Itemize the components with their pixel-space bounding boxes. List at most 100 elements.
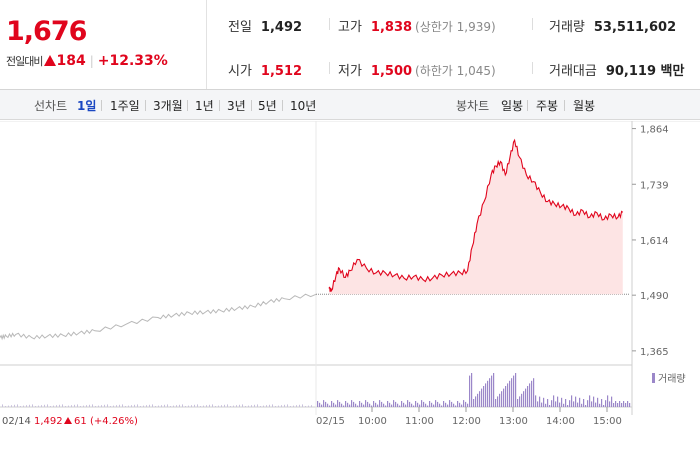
- high-label: 고가: [338, 20, 362, 35]
- price-chart[interactable]: 1,864 1,739 1,614 1,490 1,365 10:00 11:00 12:0…: [0, 121, 700, 450]
- volume-bar: [215, 406, 216, 407]
- stat-low: 저가 1,500 (하한가 1,045): [338, 60, 496, 79]
- volume-bar: [269, 404, 270, 407]
- period-10y[interactable]: 10년: [290, 99, 317, 113]
- volume-bar: [497, 396, 499, 407]
- volume-bar: [349, 404, 351, 407]
- volume-bar: [221, 405, 222, 407]
- volume-bar: [621, 403, 623, 407]
- volume-bar: [589, 395, 591, 407]
- volume-bar: [41, 405, 42, 407]
- candle-monthly[interactable]: 월봉: [573, 99, 596, 113]
- volume-bar: [333, 402, 335, 407]
- volume-bar: [373, 401, 375, 407]
- volume-bar: [281, 405, 282, 407]
- period-1d[interactable]: 1일: [77, 99, 97, 113]
- volume-bar: [613, 403, 615, 407]
- volume-bar: [179, 404, 180, 407]
- volume-bar: [505, 386, 507, 407]
- volume-bar: [363, 404, 365, 407]
- candle-daily[interactable]: 일봉: [501, 99, 524, 113]
- period-3m[interactable]: 3개월: [153, 99, 183, 113]
- volume-bar: [585, 405, 587, 407]
- volume-bar: [260, 406, 261, 407]
- volume-bar: [423, 401, 425, 407]
- period-3y[interactable]: 3년: [227, 99, 246, 113]
- volume-bar: [321, 404, 323, 407]
- volume-bar: [547, 399, 549, 407]
- volume-bar: [236, 405, 237, 407]
- volume-bar: [191, 405, 192, 407]
- volume-bar: [583, 399, 585, 407]
- prev-close-value: 1,492: [260, 20, 303, 35]
- volume-bar: [617, 403, 619, 407]
- price-area: [329, 140, 623, 295]
- volume-bar: [233, 405, 234, 407]
- volume-bar: [329, 405, 331, 407]
- volume-bar: [459, 402, 461, 407]
- today-area-fill: [329, 140, 623, 295]
- volume-bar: [347, 402, 349, 407]
- volume-bar: [499, 393, 501, 407]
- volume-bar: [419, 404, 421, 407]
- volume-bar: [383, 403, 385, 407]
- volume-bar: [80, 406, 81, 407]
- open-value: 1,512: [260, 64, 303, 79]
- lower-limit: (하한가 1,045): [415, 64, 496, 78]
- volume-bar: [379, 400, 381, 407]
- volume-bar: [393, 400, 395, 407]
- volume-bar: [531, 380, 533, 407]
- volume-bar: [116, 405, 117, 407]
- volume-bar: [495, 399, 497, 407]
- volume-bar: [173, 405, 174, 407]
- volume-bar: [218, 405, 219, 407]
- volume-bar: [248, 405, 249, 407]
- trade-value: 90,119 백만: [605, 64, 685, 79]
- volume-bar: [155, 406, 156, 407]
- volume-bar: [119, 404, 120, 407]
- volume-bar: [170, 406, 171, 407]
- candle-weekly[interactable]: 주봉: [536, 99, 559, 113]
- volume-bar: [473, 399, 475, 407]
- volume-bar: [209, 404, 210, 407]
- volume-bar: [413, 405, 415, 407]
- volume-bar: [437, 401, 439, 407]
- volume-bar: [477, 393, 479, 407]
- divider: [329, 62, 330, 74]
- volume-bar: [239, 404, 240, 407]
- volume-bar: [355, 403, 357, 407]
- time-axis: 10:00 11:00 12:00 13:00 14:00 15:00: [358, 407, 622, 427]
- volume-bar: [595, 402, 597, 407]
- volume-bar: [351, 400, 353, 407]
- volume-bar: [453, 403, 455, 407]
- volume-bar: [50, 406, 51, 407]
- volume-bar: [469, 375, 471, 407]
- low-value: 1,500: [370, 64, 413, 79]
- period-1w[interactable]: 1주일: [110, 99, 140, 113]
- period-5y[interactable]: 5년: [258, 99, 277, 113]
- price-box: 1,676 전일대비 184 | +12.33%: [0, 0, 207, 89]
- volume-bar: [587, 400, 589, 407]
- volume-bar: [251, 405, 252, 407]
- volume-bar: [607, 395, 609, 407]
- up-triangle-icon: [64, 417, 72, 424]
- volume-bar: [143, 405, 144, 407]
- volume-bar: [182, 404, 183, 407]
- volume-bar: [609, 401, 611, 407]
- volume-bar: [5, 406, 6, 407]
- volume-bar: [559, 402, 561, 407]
- volume-bar: [110, 406, 111, 407]
- volume-bar: [573, 401, 575, 407]
- volume-bar: [623, 401, 625, 407]
- trade-value-label: 거래대금: [549, 64, 597, 79]
- volume-bar: [483, 386, 485, 407]
- volume-bar: [571, 395, 573, 407]
- volume-bar: [92, 404, 93, 407]
- divider: [282, 100, 283, 111]
- volume-bars: [2, 373, 631, 407]
- period-1y[interactable]: 1년: [195, 99, 214, 113]
- volume-bar: [417, 402, 419, 407]
- divider: [187, 100, 188, 111]
- price-tick-label: 1,490: [640, 291, 669, 302]
- time-tick-label: 14:00: [546, 416, 575, 427]
